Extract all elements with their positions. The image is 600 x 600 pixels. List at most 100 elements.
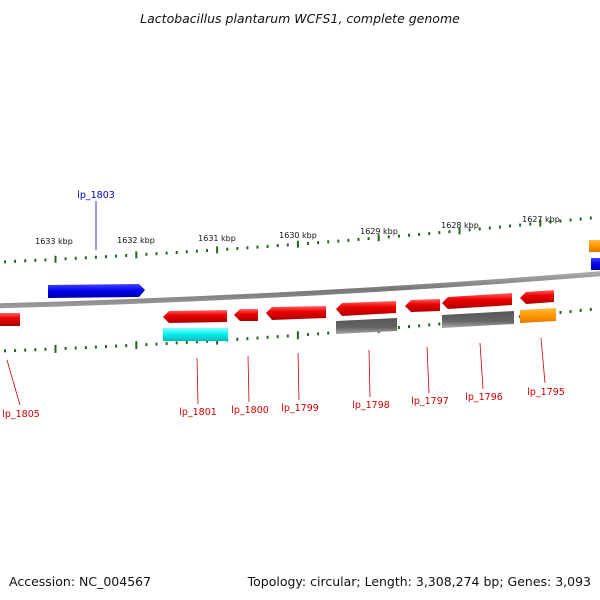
major-tick — [458, 227, 461, 235]
minor-tick — [327, 240, 330, 244]
scale-label: 1633 kbp — [35, 237, 73, 246]
label-lp-1795[interactable]: lp_1795 — [527, 387, 565, 398]
gray-feature-1798[interactable] — [336, 318, 397, 334]
minor-tick — [195, 340, 198, 344]
minor-tick — [155, 342, 158, 346]
gray-feature-1796[interactable] — [442, 311, 514, 328]
minor-tick — [509, 224, 511, 228]
scale-label: 1630 kbp — [279, 231, 317, 240]
minor-tick — [589, 216, 592, 220]
major-tick — [377, 234, 380, 242]
minor-tick — [266, 335, 269, 339]
minor-tick — [589, 307, 592, 311]
label-lp-1799[interactable]: lp_1799 — [281, 403, 319, 414]
scale-label: 1629 kbp — [360, 227, 398, 236]
minor-tick — [397, 234, 400, 238]
minor-tick — [276, 244, 279, 248]
minor-tick — [4, 260, 6, 264]
minor-tick — [256, 336, 259, 340]
minor-tick — [428, 323, 431, 327]
label-lp-1797[interactable]: lp_1797 — [411, 396, 449, 407]
leader-line-lp-1799 — [297, 352, 300, 401]
orange-feature-edge[interactable] — [589, 240, 600, 252]
label-lp-1796[interactable]: lp_1796 — [465, 392, 503, 403]
minor-tick — [367, 237, 370, 241]
minor-tick — [286, 243, 289, 247]
minor-tick — [206, 249, 208, 252]
minor-tick — [236, 337, 239, 341]
minor-tick — [145, 252, 148, 256]
minor-tick — [307, 241, 309, 245]
map-title: Lactobacillus plantarum WCFS1, complete … — [140, 11, 460, 26]
minor-tick — [468, 228, 471, 232]
leader-line-lp-1797 — [426, 346, 430, 394]
minor-tick — [226, 247, 229, 251]
label-lp-1801[interactable]: lp_1801 — [179, 407, 217, 418]
minor-tick — [347, 238, 350, 242]
leader-line-lp-1805 — [6, 359, 21, 406]
orange-feature-1795[interactable] — [520, 308, 556, 323]
minor-tick — [195, 249, 198, 253]
minor-tick — [74, 256, 77, 260]
gene-lp-1805-arrow[interactable] — [0, 313, 20, 326]
scale-label: 1631 kbp — [198, 234, 236, 243]
minor-tick — [397, 326, 400, 329]
leader-line-lp-1801 — [196, 357, 199, 405]
gene-lp-1799-arrow[interactable] — [266, 306, 326, 320]
minor-tick — [34, 348, 37, 352]
minor-tick — [519, 223, 522, 227]
minor-tick — [549, 220, 552, 224]
minor-tick — [559, 219, 562, 223]
minor-tick — [84, 256, 87, 260]
minor-tick — [246, 337, 249, 341]
gene-lp-1801-arrow[interactable] — [163, 310, 227, 323]
minor-tick — [236, 247, 239, 250]
blue-gene-edge[interactable] — [591, 258, 600, 270]
minor-tick — [256, 245, 259, 249]
minor-tick — [185, 250, 188, 254]
major-tick — [54, 255, 57, 263]
minor-tick — [155, 252, 158, 256]
minor-tick — [14, 349, 17, 352]
label-lp-1803[interactable]: lp_1803 — [77, 190, 115, 201]
minor-tick — [387, 235, 390, 239]
minor-tick — [125, 344, 128, 348]
minor-tick — [286, 334, 289, 338]
minor-tick — [428, 232, 431, 235]
minor-tick — [418, 324, 421, 328]
minor-tick — [94, 345, 97, 349]
gene-lp-1800-arrow[interactable] — [234, 309, 258, 321]
upper-tick-row — [4, 216, 592, 264]
major-tick — [296, 240, 299, 248]
minor-tick — [115, 344, 118, 348]
minor-tick — [246, 246, 249, 250]
minor-tick — [74, 346, 77, 350]
minor-tick — [448, 230, 451, 234]
minor-tick — [185, 340, 188, 344]
minor-tick — [44, 347, 47, 351]
minor-tick — [357, 237, 360, 241]
minor-tick — [44, 258, 47, 262]
minor-tick — [276, 335, 279, 339]
gene-lp-1803-arrow[interactable] — [48, 284, 145, 298]
minor-tick — [165, 251, 168, 255]
gene-lp-1798-arrow[interactable] — [336, 301, 396, 316]
minor-tick — [266, 244, 269, 248]
scale-label: 1632 kbp — [117, 236, 155, 245]
minor-tick — [105, 255, 107, 259]
label-lp-1805[interactable]: lp_1805 — [2, 409, 40, 420]
label-lp-1798[interactable]: lp_1798 — [352, 400, 390, 411]
gene-lp-1795-arrow[interactable] — [520, 290, 554, 304]
scale-label: 1628 kbp — [441, 221, 479, 230]
minor-tick — [569, 218, 572, 222]
minor-tick — [145, 343, 148, 347]
minor-tick — [478, 227, 481, 231]
cyan-feature[interactable] — [163, 328, 228, 341]
minor-tick — [408, 325, 410, 329]
major-tick — [135, 341, 138, 350]
label-lp-1800[interactable]: lp_1800 — [231, 405, 269, 416]
gene-lp-1797-arrow[interactable] — [405, 299, 440, 312]
gene-lp-1796-arrow[interactable] — [442, 293, 512, 309]
major-tick — [135, 251, 138, 259]
leader-line-lp-1796 — [479, 342, 484, 390]
